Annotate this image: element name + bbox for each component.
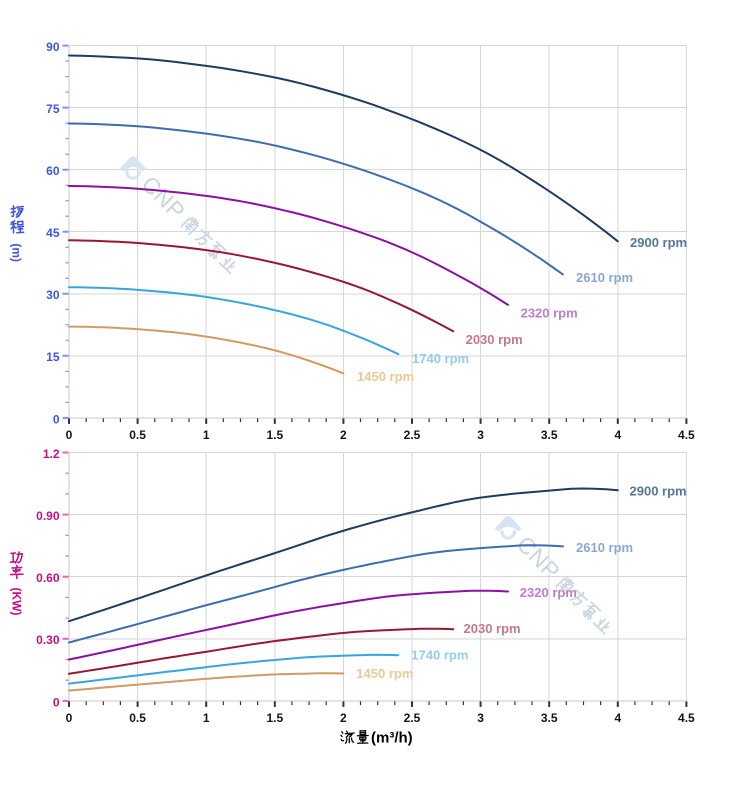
svg-text:3.5: 3.5 xyxy=(541,428,558,442)
svg-text:2.5: 2.5 xyxy=(404,711,421,725)
svg-text:60: 60 xyxy=(46,164,60,178)
svg-text:0.5: 0.5 xyxy=(129,428,146,442)
svg-text:2900 rpm: 2900 rpm xyxy=(630,484,687,499)
svg-text:0: 0 xyxy=(53,412,60,426)
svg-text:4.5: 4.5 xyxy=(678,711,695,725)
svg-text:2320 rpm: 2320 rpm xyxy=(521,306,578,321)
svg-text:1.5: 1.5 xyxy=(266,428,283,442)
svg-text:75: 75 xyxy=(46,102,60,116)
svg-text:15: 15 xyxy=(46,350,60,364)
svg-text:1.2: 1.2 xyxy=(43,447,60,461)
svg-text:2.5: 2.5 xyxy=(404,428,421,442)
svg-text:45: 45 xyxy=(46,226,60,240)
svg-text:1450 rpm: 1450 rpm xyxy=(356,666,413,681)
svg-text:0.90: 0.90 xyxy=(36,509,60,523)
svg-text:4.5: 4.5 xyxy=(678,428,695,442)
svg-text:(m³/h): (m³/h) xyxy=(371,730,413,747)
svg-text:0.60: 0.60 xyxy=(36,571,60,585)
svg-text:0.30: 0.30 xyxy=(36,633,60,647)
svg-text:2610 rpm: 2610 rpm xyxy=(576,270,633,285)
svg-text:3: 3 xyxy=(477,428,484,442)
svg-text:(KW): (KW) xyxy=(9,588,23,616)
svg-text:1450 rpm: 1450 rpm xyxy=(357,369,414,384)
svg-text:30: 30 xyxy=(46,288,60,302)
svg-text:2900 rpm: 2900 rpm xyxy=(630,235,687,250)
svg-text:3: 3 xyxy=(477,711,484,725)
svg-text:0: 0 xyxy=(66,711,73,725)
svg-text:1740 rpm: 1740 rpm xyxy=(412,351,469,366)
svg-text:1: 1 xyxy=(203,428,210,442)
svg-text:1.5: 1.5 xyxy=(266,711,283,725)
svg-text:0: 0 xyxy=(53,695,60,709)
svg-text:0: 0 xyxy=(66,428,73,442)
svg-text:2030 rpm: 2030 rpm xyxy=(464,621,521,636)
svg-text:0.5: 0.5 xyxy=(129,711,146,725)
svg-text:(m): (m) xyxy=(10,243,24,262)
svg-text:2030 rpm: 2030 rpm xyxy=(466,332,523,347)
svg-text:4: 4 xyxy=(614,711,621,725)
svg-text:2610 rpm: 2610 rpm xyxy=(576,540,633,555)
svg-text:2320 rpm: 2320 rpm xyxy=(520,585,577,600)
svg-text:2: 2 xyxy=(340,428,347,442)
svg-text:2: 2 xyxy=(340,711,347,725)
svg-text:1: 1 xyxy=(203,711,210,725)
svg-text:1740 rpm: 1740 rpm xyxy=(411,648,468,663)
svg-text:90: 90 xyxy=(46,40,60,54)
svg-text:4: 4 xyxy=(614,428,621,442)
svg-text:3.5: 3.5 xyxy=(541,711,558,725)
